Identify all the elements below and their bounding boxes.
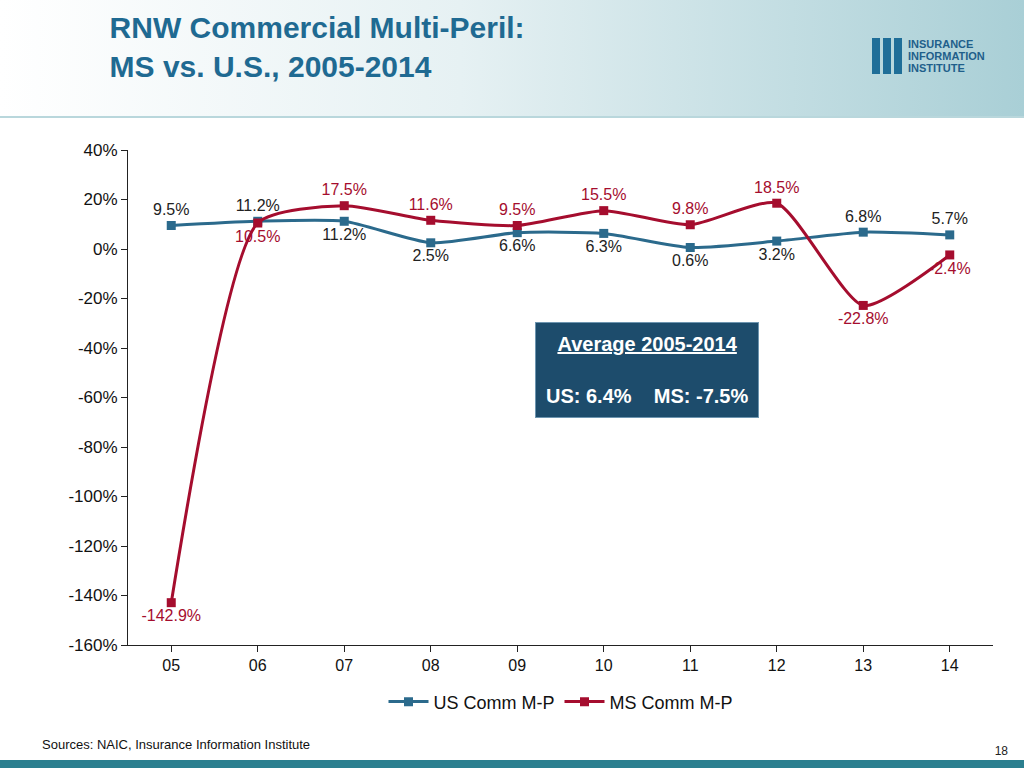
svg-text:Average 2005-2014US: 6.4% M: Average 2005-2014US: 6.4% MS: -7.5%: [546, 333, 748, 407]
svg-text:12: 12: [768, 657, 786, 674]
svg-text:9.5%: 9.5%: [499, 201, 535, 218]
svg-text:-100%: -100%: [68, 487, 117, 506]
svg-text:0%: 0%: [93, 240, 118, 259]
svg-text:-20%: -20%: [78, 289, 118, 308]
svg-text:-80%: -80%: [78, 438, 118, 457]
html-text:INSTITUTE: INSTITUTE: [908, 62, 965, 74]
svg-text:0.6%: 0.6%: [672, 252, 708, 269]
svg-text:13: 13: [854, 657, 872, 674]
svg-text:10.5%: 10.5%: [235, 228, 280, 245]
svg-text:Sources: NAIC, Insurance Infor: Sources: NAIC, Insurance Information Ins…: [42, 737, 310, 752]
svg-text:9.5%: 9.5%: [153, 201, 189, 218]
svg-text:US Comm M-P: US Comm M-P: [434, 693, 555, 713]
svg-text:9.8%: 9.8%: [672, 200, 708, 217]
html-text:INSURANCE: INSURANCE: [908, 38, 974, 50]
svg-text:15.5%: 15.5%: [581, 186, 626, 203]
svg-text:06: 06: [249, 657, 267, 674]
svg-text:-160%: -160%: [68, 636, 117, 655]
svg-text:09: 09: [508, 657, 526, 674]
svg-text:-120%: -120%: [68, 537, 117, 556]
html-text:INFORMATION: INFORMATION: [908, 50, 985, 62]
svg-text:-140%: -140%: [68, 586, 117, 605]
svg-text:6.8%: 6.8%: [845, 208, 881, 225]
svg-text:5.7%: 5.7%: [932, 210, 968, 227]
svg-text:11.2%: 11.2%: [322, 226, 366, 243]
svg-text:40%: 40%: [84, 141, 118, 160]
svg-text:17.5%: 17.5%: [322, 181, 367, 198]
svg-text:-40%: -40%: [78, 339, 118, 358]
svg-text:MS Comm M-P: MS Comm M-P: [610, 693, 733, 713]
svg-text:18.5%: 18.5%: [754, 179, 799, 196]
svg-text:14: 14: [941, 657, 959, 674]
svg-text:11: 11: [682, 657, 699, 674]
svg-text:RNW Commercial Multi-Peril:MS: RNW Commercial Multi-Peril:MS vs. U.S., …: [110, 11, 525, 83]
svg-text:-142.9%: -142.9%: [141, 607, 201, 624]
svg-text:3.2%: 3.2%: [759, 246, 795, 263]
svg-text:-2.4%: -2.4%: [929, 260, 971, 277]
svg-text:07: 07: [335, 657, 353, 674]
svg-text:05: 05: [162, 657, 180, 674]
svg-text:11.2%: 11.2%: [236, 197, 280, 214]
svg-text:08: 08: [422, 657, 440, 674]
svg-text:6.3%: 6.3%: [586, 238, 622, 255]
svg-text:6.6%: 6.6%: [499, 237, 535, 254]
svg-text:-22.8%: -22.8%: [838, 310, 889, 327]
svg-text:11.6%: 11.6%: [409, 196, 453, 213]
html-text:18: 18: [994, 744, 1008, 758]
svg-text:10: 10: [595, 657, 613, 674]
svg-text:-60%: -60%: [78, 388, 118, 407]
svg-text:20%: 20%: [84, 190, 118, 209]
svg-text:2.5%: 2.5%: [413, 247, 449, 264]
